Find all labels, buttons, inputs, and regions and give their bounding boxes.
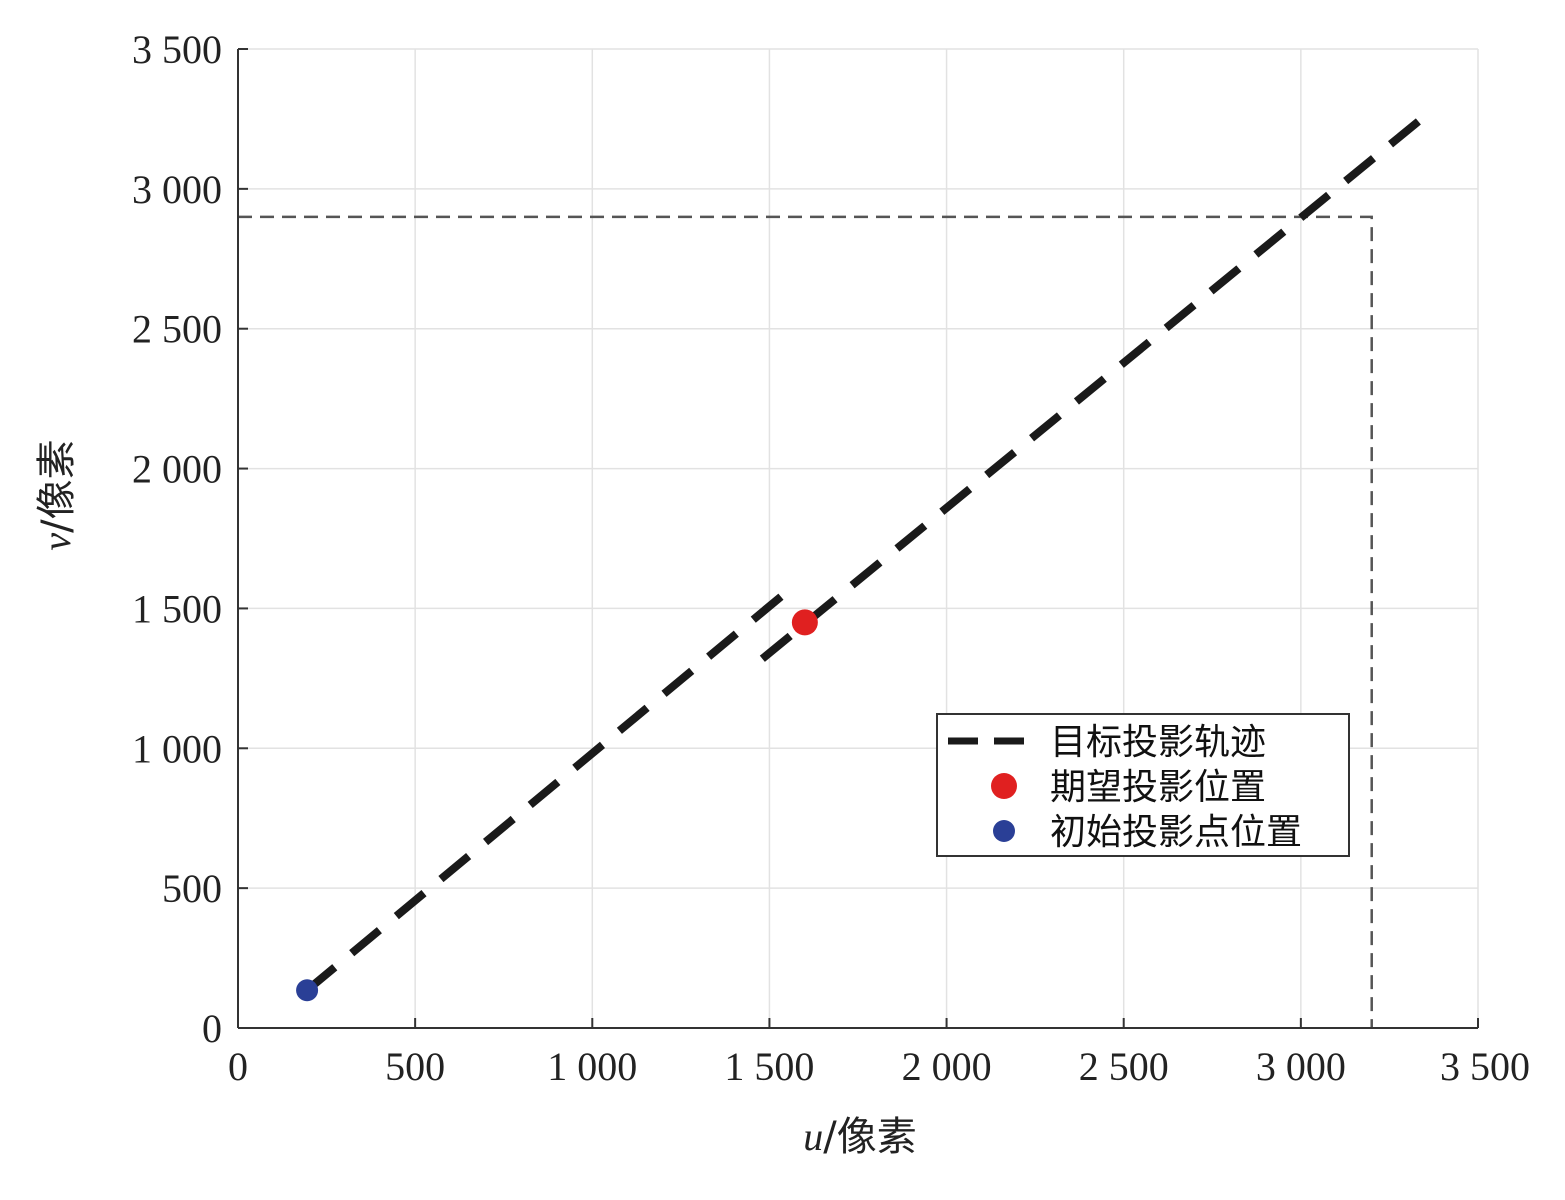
x-tick-label-0: 0 [228, 1044, 248, 1089]
y-tick-label-3: 1 500 [132, 586, 222, 631]
y-tick-label-7: 3 500 [132, 27, 222, 72]
x-tick-label-4: 2 000 [902, 1044, 992, 1089]
point-1-0 [791, 609, 818, 636]
y-tick-label-1: 500 [162, 866, 222, 911]
legend-label-initial: 初始投影点位置 [1050, 812, 1302, 853]
x-tick-label-3: 1 500 [724, 1044, 814, 1089]
y-tick-label-5: 2 500 [132, 307, 222, 352]
trajectory-line-segment-0 [304, 591, 787, 994]
legend-swatch-desired [991, 773, 1017, 799]
y-tick-label-2: 1 000 [132, 726, 222, 771]
legend-label-desired: 期望投影位置 [1050, 767, 1266, 808]
axes [237, 48, 1479, 1029]
series-layer [296, 113, 1428, 1002]
y-tick-label-6: 3 000 [132, 167, 222, 212]
x-tick-label-5: 2 500 [1079, 1044, 1169, 1089]
point-2-0 [296, 979, 319, 1002]
legend-label-trajectory: 目标投影轨迹 [1050, 722, 1266, 763]
trajectory-line-segment-1 [759, 113, 1428, 662]
tick-labels: 0 500 1 000 1 500 2 000 2 500 3 000 3 500 0 500 1 … [132, 27, 1530, 1089]
legend: 目标投影轨迹 期望投影位置 初始投影点位置 [936, 713, 1350, 857]
x-tick-label-6: 3 000 [1256, 1044, 1346, 1089]
legend-swatch-initial [993, 820, 1015, 842]
reference-line-0 [238, 215, 1373, 1028]
x-tick-label-2: 1 000 [547, 1044, 637, 1089]
y-tick-label-0: 0 [202, 1006, 222, 1051]
y-tick-label-4: 2 000 [132, 447, 222, 492]
y-axis-title: v/像素 [34, 439, 80, 550]
x-axis-title: u/像素 [803, 1114, 916, 1160]
grid [238, 48, 1479, 1028]
x-tick-label-1: 500 [385, 1044, 445, 1089]
x-tick-label-7: 3 500 [1440, 1044, 1530, 1089]
reference-lines [238, 215, 1373, 1028]
